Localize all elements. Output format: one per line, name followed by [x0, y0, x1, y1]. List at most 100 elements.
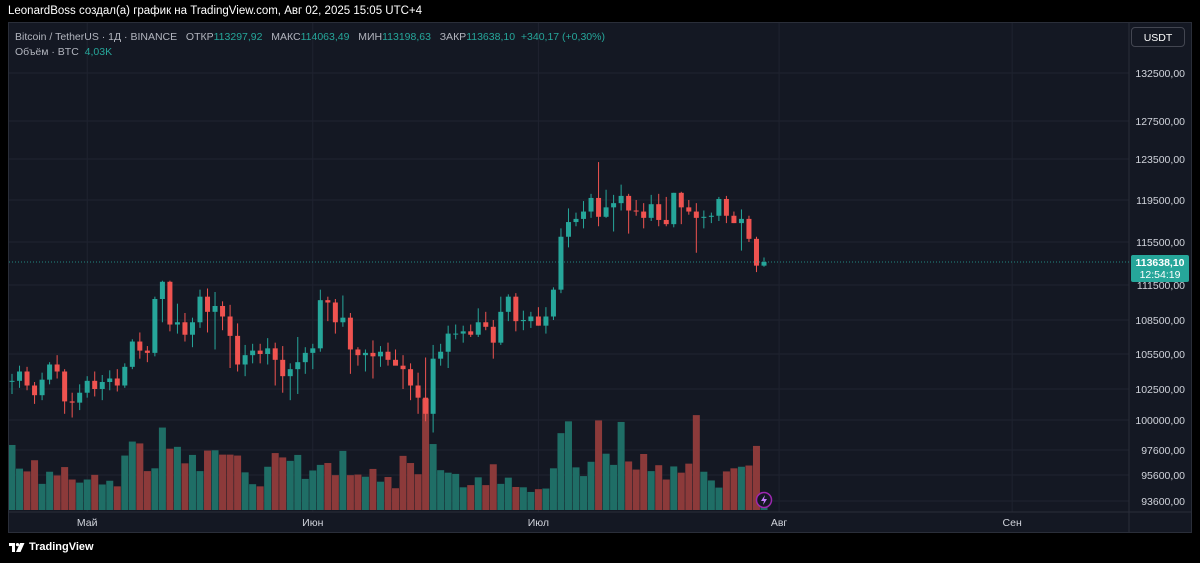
chart-legend: Bitcoin / TetherUS · 1Д · BINANCE ОТКР11…: [15, 30, 605, 60]
candle: [400, 355, 406, 389]
candle: [581, 201, 587, 229]
candle: [347, 313, 353, 374]
candle: [603, 189, 609, 218]
lightning-icon[interactable]: [755, 491, 773, 509]
candle-body: [302, 352, 308, 363]
candle: [235, 323, 241, 372]
candle: [144, 346, 150, 363]
candle: [708, 212, 714, 224]
volume-bar: [414, 474, 422, 510]
volume-bars: [9, 398, 768, 510]
volume-value: 4,03K: [84, 46, 113, 58]
volume-bar: [294, 454, 302, 510]
candle-body: [686, 207, 692, 212]
candle-body: [69, 401, 75, 403]
candle-body: [716, 198, 722, 216]
candle-body: [468, 331, 474, 335]
chart-panel[interactable]: 132500,00 127500,00 123500,00 119500,00 1155…: [8, 22, 1192, 533]
price-tick-label: 119500,00: [1136, 195, 1185, 207]
volume-bar: [459, 487, 467, 510]
time-tick-label: Июн: [302, 517, 323, 529]
candle: [543, 307, 549, 334]
candle: [483, 311, 489, 331]
candle: [302, 347, 308, 374]
price-tick-label: 93600,00: [1141, 496, 1185, 508]
price-axis-labels: 132500,00 127500,00 123500,00 119500,00 1155…: [1135, 68, 1185, 508]
candle-body: [355, 349, 361, 356]
candle: [611, 194, 617, 232]
volume-bar: [572, 467, 580, 510]
candle-body: [377, 351, 383, 357]
candle-body: [611, 203, 617, 208]
candle: [69, 392, 75, 418]
price-tick-label: 97600,00: [1141, 445, 1185, 457]
volume-bar: [534, 489, 542, 510]
volume-bar: [422, 398, 430, 510]
volume-label[interactable]: Объём · BTC: [15, 46, 79, 58]
candle: [535, 307, 541, 326]
candle: [205, 288, 211, 333]
candle-body: [753, 238, 759, 266]
candle-body: [385, 351, 391, 360]
candle-body: [347, 317, 353, 350]
candle-body: [430, 358, 436, 414]
low-label: МИН: [358, 31, 383, 43]
price-chart[interactable]: 132500,00 127500,00 123500,00 119500,00 1155…: [9, 23, 1191, 532]
candle-body: [460, 331, 466, 334]
time-tick-label: Июл: [528, 517, 549, 529]
candle: [520, 310, 526, 331]
volume-bar: [429, 444, 437, 510]
currency-button[interactable]: USDT: [1131, 27, 1185, 47]
candle-body: [453, 333, 459, 335]
candle-body: [114, 378, 120, 386]
candle-body: [235, 335, 241, 365]
candle-body: [731, 215, 737, 224]
volume-bar: [610, 464, 618, 510]
candle-body: [17, 371, 23, 381]
volume-bar: [76, 482, 84, 510]
candle: [167, 280, 173, 332]
symbol-label[interactable]: Bitcoin / TetherUS · 1Д · BINANCE: [15, 31, 178, 43]
volume-bar: [188, 454, 196, 510]
volume-bar: [158, 427, 166, 510]
volume-bar: [730, 468, 738, 510]
candle: [317, 289, 323, 352]
candle: [490, 320, 496, 359]
candle-body: [295, 362, 301, 370]
change-value: +340,17 (+0,30%): [520, 31, 605, 43]
volume-bar: [113, 486, 121, 510]
volume-bar: [68, 479, 76, 510]
volume-bar: [151, 468, 159, 510]
volume-bar: [489, 464, 497, 510]
candle: [648, 194, 654, 221]
candle: [475, 308, 481, 337]
candle: [325, 296, 331, 322]
candle-body: [663, 219, 669, 225]
candle-body: [205, 296, 211, 312]
candle: [250, 343, 256, 364]
volume-bar: [226, 454, 234, 510]
candle-body: [708, 215, 714, 217]
volume-bar: [625, 461, 633, 510]
candle-body: [393, 359, 399, 366]
volume-bar: [527, 491, 535, 510]
candle-body: [581, 211, 587, 219]
candle: [174, 303, 180, 334]
lightning-icon-bolt: [761, 495, 767, 505]
volume-bar: [219, 454, 227, 510]
candle: [272, 342, 278, 386]
close-label: ЗАКР: [439, 31, 467, 43]
volume-bar: [354, 474, 362, 510]
volume-bar: [143, 471, 151, 510]
volume-row: Объём · BTC 4,03K: [15, 45, 605, 60]
candle-body: [242, 355, 248, 365]
volume-bar: [309, 470, 317, 510]
candle: [468, 324, 474, 337]
footer-brand[interactable]: TradingView: [9, 541, 94, 557]
candle-body: [550, 289, 556, 317]
candle: [212, 292, 218, 350]
volume-bar: [497, 483, 505, 510]
candle: [761, 257, 767, 267]
candle-body: [738, 218, 744, 224]
